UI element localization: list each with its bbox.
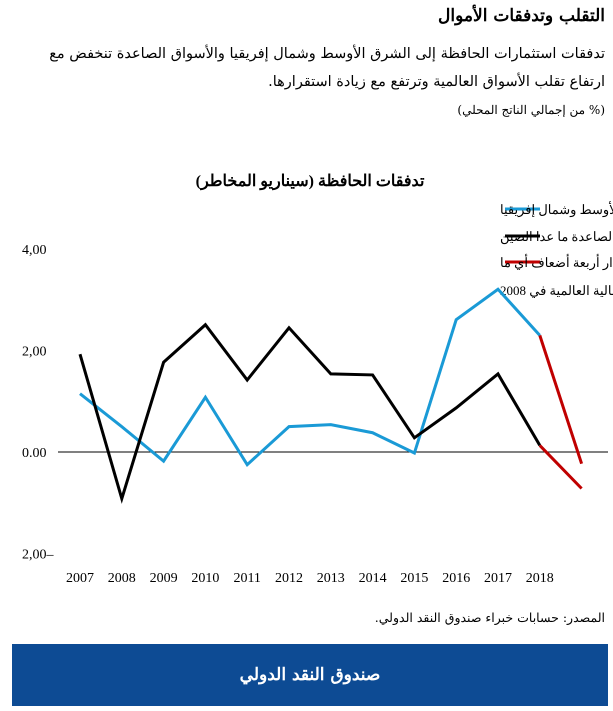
series-line-0 bbox=[79, 287, 541, 467]
x-tick-label: 2018 bbox=[526, 571, 554, 586]
x-tick-label: 2011 bbox=[233, 571, 260, 586]
series-line-1 bbox=[78, 322, 542, 504]
x-tick-label: 2012 bbox=[275, 571, 303, 586]
legend-label-scenario-1: سيناريو ارتفاع مؤشر تقلب بورصة شيكاغو بم… bbox=[500, 254, 613, 271]
scenario-line-1 bbox=[538, 444, 583, 490]
x-tick-label: 2008 bbox=[108, 571, 136, 586]
x-tick-label: 2013 bbox=[317, 571, 345, 586]
x-tick-label: 2017 bbox=[484, 571, 512, 586]
unit-label: (% من إجمالي الناتج المحلي) bbox=[457, 103, 605, 117]
x-tick-label: 2009 bbox=[150, 571, 178, 586]
legend: الشرق الأوسط وشمال إفريقيا الأسواق الصاع… bbox=[500, 201, 613, 299]
legend-label-em: الأسواق الصاعدة ما عدا الصين bbox=[500, 228, 613, 245]
y-tick-label: 4,00 bbox=[22, 243, 47, 258]
subtitle-line-2: ارتفاع تقلب الأسواق العالمية وترتفع مع ز… bbox=[268, 74, 605, 90]
x-tick-label: 2007 bbox=[66, 571, 94, 586]
x-tick-label: 2014 bbox=[359, 571, 387, 586]
x-tick-label: 2010 bbox=[191, 571, 219, 586]
imf-banner-link[interactable]: صندوق النقد الدولي bbox=[12, 644, 608, 706]
y-tick-label: 0.00 bbox=[22, 446, 47, 461]
scenario-line-0 bbox=[538, 334, 584, 465]
x-tick-label: 2015 bbox=[400, 571, 428, 586]
chart-title: تدفقات الحافظة (سيناريو المخاطر) bbox=[196, 173, 425, 191]
chart: تدفقات الحافظة (سيناريو المخاطر) الشرق ا… bbox=[22, 173, 613, 586]
y-tick-label: 2,00 bbox=[22, 345, 47, 360]
legend-label-mena: الشرق الأوسط وشمال إفريقيا bbox=[500, 201, 613, 218]
x-tick-label: 2016 bbox=[442, 571, 470, 586]
subtitle-line-1: تدفقات استثمارات الحافظة إلى الشرق الأوس… bbox=[49, 46, 605, 62]
banner-label: صندوق النقد الدولي bbox=[239, 665, 381, 685]
legend-label-scenario-2: يعادل مستوى الذروة الذي بلغه أثناء الأزم… bbox=[500, 282, 613, 299]
page-title: التقلب وتدفقات الأموال bbox=[438, 6, 605, 26]
y-tick-label: 2,00– bbox=[22, 547, 55, 562]
source-note: المصدر: حسابات خبراء صندوق النقد الدولي. bbox=[374, 610, 605, 625]
